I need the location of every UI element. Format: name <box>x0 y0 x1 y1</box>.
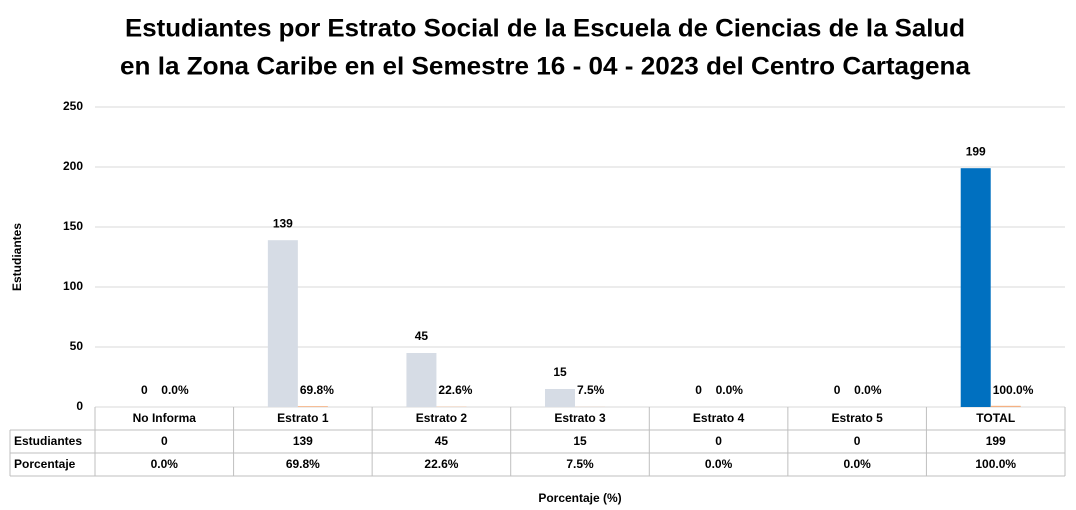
x-tick-label: Estrato 3 <box>554 411 606 425</box>
bar <box>545 389 575 407</box>
y-tick-label: 0 <box>76 399 83 413</box>
table-cell: 0.0% <box>705 457 733 471</box>
row-header: Porcentaje <box>14 457 76 471</box>
y-axis-label: Estudiantes <box>10 223 24 291</box>
x-tick-label: Estrato 2 <box>416 411 468 425</box>
data-label: 139 <box>273 216 293 230</box>
x-axis-label: Porcentaje (%) <box>538 491 621 505</box>
y-tick-label: 250 <box>63 99 83 113</box>
y-tick-label: 100 <box>63 279 83 293</box>
table-cell: 199 <box>986 434 1006 448</box>
table-cell: 22.6% <box>424 457 458 471</box>
data-label: 22.6% <box>438 383 472 397</box>
table-cell: 0.0% <box>843 457 871 471</box>
bar <box>960 168 991 407</box>
x-tick-label: TOTAL <box>976 411 1015 425</box>
table-cell: 15 <box>573 434 587 448</box>
x-tick-label: Estrato 1 <box>277 411 329 425</box>
data-label: 15 <box>553 365 567 379</box>
data-label: 0.0% <box>716 383 744 397</box>
data-label: 100.0% <box>993 383 1034 397</box>
bar <box>267 240 298 407</box>
chart-title: Estudiantes por Estrato Social de la Esc… <box>125 15 965 43</box>
table-cell: 0 <box>161 434 168 448</box>
table-cell: 100.0% <box>975 457 1016 471</box>
data-label: 69.8% <box>300 383 334 397</box>
data-label: 0 <box>834 383 841 397</box>
data-label: 7.5% <box>577 383 605 397</box>
data-label: 0.0% <box>854 383 882 397</box>
table-cell: 0 <box>715 434 722 448</box>
table-cell: 7.5% <box>566 457 594 471</box>
y-tick-label: 50 <box>70 339 84 353</box>
y-tick-label: 200 <box>63 159 83 173</box>
data-label: 0.0% <box>161 383 189 397</box>
data-label: 0 <box>695 383 702 397</box>
bar <box>406 353 437 407</box>
table-cell: 69.8% <box>286 457 320 471</box>
table-cell: 139 <box>293 434 313 448</box>
table-cell: 45 <box>435 434 449 448</box>
bar <box>990 405 1021 407</box>
data-label: 199 <box>966 144 986 158</box>
data-label: 45 <box>415 329 429 343</box>
row-header: Estudiantes <box>14 434 82 448</box>
y-tick-label: 150 <box>63 219 83 233</box>
bar <box>297 406 328 407</box>
table-cell: 0 <box>854 434 861 448</box>
x-tick-label: Estrato 5 <box>831 411 883 425</box>
x-tick-label: No Informa <box>133 411 197 425</box>
x-tick-label: Estrato 4 <box>693 411 745 425</box>
data-label: 0 <box>141 383 148 397</box>
table-cell: 0.0% <box>151 457 179 471</box>
chart-title: en la Zona Caribe en el Semestre 16 - 04… <box>120 53 971 81</box>
